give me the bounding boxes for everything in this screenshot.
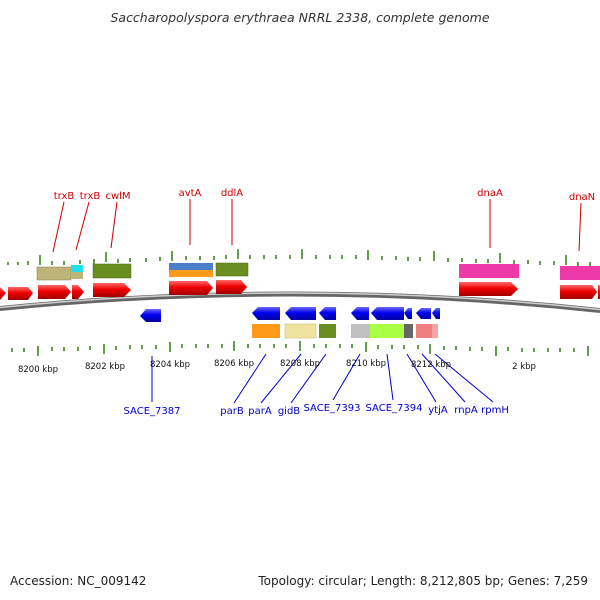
map-title: Saccharopolyspora erythraea NRRL 2338, c…: [110, 10, 490, 25]
scale-label: 8200 kbp: [18, 365, 58, 375]
feature-bar: [560, 266, 600, 280]
feature-bar: [169, 270, 213, 277]
gene-label-sace-7387: SACE_7387: [124, 406, 181, 417]
scale-labels: 8200 kbp 8202 kbp 8204 kbp 8206 kbp 8208…: [18, 359, 536, 375]
scale-label: 8206 kbp: [214, 359, 254, 369]
forward-cds-arrow: [8, 287, 33, 300]
gene-label-gidb: gidB: [278, 406, 300, 417]
reverse-cds-arrow: [404, 308, 412, 319]
feature-bar: [92, 263, 132, 279]
scale-label: 8202 kbp: [85, 362, 125, 372]
reverse-cds-arrow: [140, 309, 161, 322]
forward-feature-bars: [36, 262, 600, 281]
gene-label-para: parA: [248, 406, 272, 417]
forward-cds-arrows: [0, 280, 600, 300]
feature-bar: [71, 265, 83, 272]
reverse-cds-arrow: [371, 307, 404, 320]
reverse-cds-arrow: [319, 307, 336, 320]
gene-label-parb: parB: [220, 406, 244, 417]
scale-label: 2 kbp: [512, 362, 536, 372]
reverse-cds-arrow: [432, 308, 440, 319]
feature-bar: [416, 324, 432, 338]
accession-text: Accession: NC_009142: [10, 574, 147, 588]
gene-label-sace-7394: SACE_7394: [366, 403, 423, 414]
feature-bar: [319, 324, 336, 338]
lower-tick-row: [11, 341, 589, 356]
feature-bar: [370, 324, 404, 338]
forward-cds-arrow: [560, 285, 597, 299]
forward-cds-arrow: [93, 283, 131, 297]
scale-label: 8212 kbp: [411, 360, 451, 370]
reverse-cds-arrows: [140, 307, 440, 322]
feature-bar: [252, 324, 280, 338]
forward-cds-arrow: [72, 285, 84, 299]
feature-bar: [432, 324, 438, 338]
feature-bar: [351, 324, 370, 338]
lower-label-leaders: [151, 353, 494, 404]
gene-label-dnaN: dnaN: [569, 192, 595, 203]
feature-bar: [459, 264, 519, 278]
feature-bar: [169, 263, 213, 270]
scale-label: 8210 kbp: [346, 359, 386, 369]
genome-backbone: [0, 291, 600, 313]
forward-cds-arrow: [38, 285, 71, 299]
genome-summary-text: Topology: circular; Length: 8,212,805 bp…: [258, 574, 588, 588]
forward-cds-arrow: [169, 281, 213, 295]
gene-label-sace-7393: SACE_7393: [304, 403, 361, 414]
upper-tick-row: [7, 249, 591, 266]
feature-bar: [284, 323, 317, 339]
gene-label-ddlA: ddlA: [221, 188, 243, 199]
feature-bar: [215, 262, 249, 277]
scale-label: 8208 kbp: [280, 359, 320, 369]
forward-cds-arrow: [216, 280, 247, 294]
gene-label-dnaA: dnaA: [477, 188, 503, 199]
feature-bar: [36, 266, 72, 281]
feature-bar: [404, 324, 413, 338]
gene-label-cwlM: cwlM: [105, 191, 130, 202]
gene-label-trxB: trxB: [54, 191, 75, 202]
reverse-cds-arrow: [351, 307, 369, 320]
gene-label-ytja: ytjA: [428, 405, 448, 416]
gene-label-trxB: trxB: [80, 191, 101, 202]
forward-cds-arrow: [0, 287, 6, 300]
lower-gene-labels: SACE_7387 parB parA gidB SACE_7393 SACE_…: [124, 403, 509, 417]
reverse-feature-bars: [252, 323, 438, 339]
feature-bar: [71, 272, 83, 279]
reverse-cds-arrow: [285, 307, 316, 320]
gene-label-rnpa: rnpA: [454, 405, 478, 416]
genome-backbone-highlight: [0, 292, 600, 311]
upper-label-leaders: [52, 199, 582, 253]
gene-label-avtA: avtA: [179, 188, 202, 199]
forward-cds-arrow: [459, 282, 518, 296]
reverse-cds-arrow: [416, 308, 431, 319]
scale-label: 8204 kbp: [150, 360, 190, 370]
gene-label-rpmh: rpmH: [481, 405, 509, 416]
reverse-cds-arrow: [252, 307, 280, 320]
upper-gene-labels: trxB trxB cwlM avtA ddlA dnaA dnaN: [54, 188, 595, 203]
